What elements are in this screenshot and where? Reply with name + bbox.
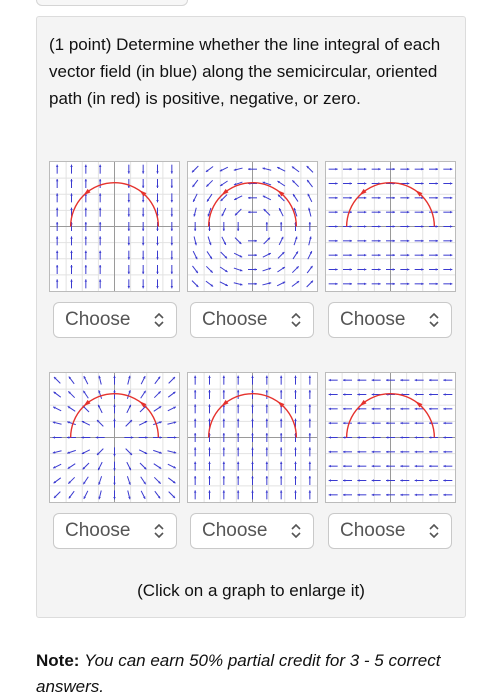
note-label: Note: bbox=[36, 651, 80, 670]
vector-field-plot bbox=[50, 162, 179, 291]
previous-panel-edge bbox=[36, 0, 188, 6]
chevron-up-down-icon bbox=[154, 313, 164, 327]
vector-field-plot bbox=[188, 162, 317, 291]
chevron-up-down-icon bbox=[291, 313, 301, 327]
vector-field-plot bbox=[326, 162, 455, 291]
graph-6-answer-select[interactable]: Choose bbox=[328, 513, 452, 549]
select-value: Choose bbox=[340, 309, 406, 330]
partial-credit-note: Note: You can earn 50% partial credit fo… bbox=[36, 648, 466, 700]
graph-2-answer-select[interactable]: Choose bbox=[190, 302, 314, 338]
graph-6[interactable] bbox=[325, 372, 456, 503]
note-text: You can earn 50% partial credit for 3 - … bbox=[36, 651, 441, 696]
vector-field-plot bbox=[188, 373, 317, 502]
question-text: (1 point) Determine whether the line int… bbox=[49, 35, 441, 108]
chevron-up-down-icon bbox=[429, 524, 439, 538]
chevron-up-down-icon bbox=[154, 524, 164, 538]
graph-1[interactable] bbox=[49, 161, 180, 292]
vector-field-plot bbox=[50, 373, 179, 502]
graph-1-answer-select[interactable]: Choose bbox=[53, 302, 177, 338]
graph-5-answer-select[interactable]: Choose bbox=[190, 513, 314, 549]
graph-4[interactable] bbox=[49, 372, 180, 503]
graph-3[interactable] bbox=[325, 161, 456, 292]
problem-card: (1 point) Determine whether the line int… bbox=[36, 16, 466, 618]
select-value: Choose bbox=[202, 309, 268, 330]
graph-2[interactable] bbox=[187, 161, 318, 292]
vector-field-plot bbox=[326, 373, 455, 502]
select-value: Choose bbox=[65, 520, 131, 541]
graph-3-answer-select[interactable]: Choose bbox=[328, 302, 452, 338]
select-value: Choose bbox=[65, 309, 131, 330]
chevron-up-down-icon bbox=[429, 313, 439, 327]
select-value: Choose bbox=[202, 520, 268, 541]
select-value: Choose bbox=[340, 520, 406, 541]
chevron-up-down-icon bbox=[291, 524, 301, 538]
enlarge-hint: (Click on a graph to enlarge it) bbox=[137, 581, 365, 600]
graph-5[interactable] bbox=[187, 372, 318, 503]
graph-4-answer-select[interactable]: Choose bbox=[53, 513, 177, 549]
